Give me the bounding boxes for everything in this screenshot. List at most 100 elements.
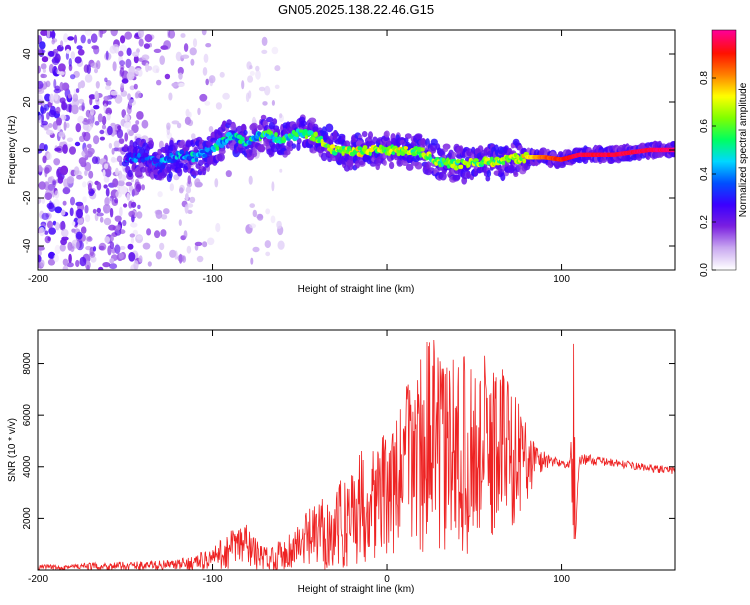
heatmap-cell (416, 146, 423, 153)
heatmap-cell (126, 47, 132, 56)
heatmap-cell (260, 114, 267, 120)
heatmap-cell (130, 222, 138, 228)
heatmap-cell (120, 35, 126, 44)
heatmap-cell (112, 178, 119, 188)
heatmap-cell (218, 148, 226, 155)
heatmap-cell (215, 222, 221, 233)
heatmap-cell (384, 130, 390, 138)
heatmap-cell (183, 230, 188, 239)
heatmap-cell (264, 240, 271, 249)
heatmap-cell (277, 240, 285, 250)
heatmap-cell (332, 130, 338, 140)
heatmap-cell (248, 129, 253, 137)
heatmap-cell (54, 206, 63, 214)
heatmap-cell (134, 68, 143, 75)
heatmap-cell (119, 206, 123, 217)
heatmap-cell (501, 160, 506, 166)
colorbar-step (712, 194, 736, 197)
heatmap-cell (77, 218, 84, 225)
heatmap-cell (188, 111, 192, 118)
heatmap-cell (256, 213, 264, 221)
heatmap-cell (91, 45, 99, 50)
colorbar-step (712, 62, 736, 65)
y-tick-label: 0 (22, 147, 33, 153)
heatmap-cell (68, 104, 72, 113)
heatmap-cell (179, 149, 185, 155)
colorbar-step (712, 80, 736, 83)
heatmap-cell (61, 228, 69, 238)
heatmap-cell (99, 136, 105, 141)
colorbar-step (712, 64, 736, 67)
colorbar-step (712, 74, 736, 77)
colorbar-step (712, 212, 736, 215)
colorbar-step (712, 192, 736, 195)
heatmap-cell (40, 63, 47, 70)
heatmap-cell (161, 214, 168, 220)
heatmap-cell (62, 200, 67, 206)
heatmap-cell (110, 235, 114, 242)
heatmap-cell (69, 146, 76, 155)
heatmap-cell (261, 49, 268, 55)
heatmap-cell (95, 60, 101, 70)
heatmap-cell (38, 80, 44, 89)
heatmap-cell (51, 56, 60, 66)
heatmap-cell (96, 212, 104, 217)
heatmap-cell (178, 82, 185, 87)
heatmap-cell (169, 139, 174, 148)
heatmap-cell (44, 125, 49, 131)
y-tick-label: 40 (22, 48, 33, 60)
heatmap-cell (208, 126, 214, 133)
heatmap-cell (274, 84, 280, 90)
colorbar-step (712, 130, 736, 133)
heatmap-cell (142, 242, 151, 250)
heatmap-cell (204, 100, 211, 106)
spectrogram-y-axis-label: Frequency (Hz) (7, 116, 18, 185)
heatmap-cell (124, 31, 133, 40)
heatmap-cell (61, 82, 70, 91)
heatmap-cell (44, 192, 53, 200)
heatmap-cell (110, 90, 118, 96)
heatmap-cell (175, 51, 182, 62)
heatmap-cell (65, 48, 70, 54)
heatmap-cell (103, 217, 112, 226)
colorbar-step (712, 198, 736, 201)
heatmap-cell (298, 129, 304, 133)
heatmap-cell (313, 131, 318, 137)
heatmap-cell (181, 54, 190, 59)
figure-title: GN05.2025.138.22.46.G15 (278, 2, 434, 17)
heatmap-cell (55, 222, 60, 231)
colorbar-step (712, 258, 736, 261)
heatmap-cell (89, 97, 93, 106)
colorbar-step (712, 42, 736, 45)
heatmap-cell (82, 119, 90, 125)
heatmap-cell (126, 104, 132, 115)
colorbar-step (712, 228, 736, 231)
heatmap-cell (195, 181, 203, 188)
heatmap-cell (368, 131, 373, 140)
heatmap-cell (48, 227, 56, 235)
heatmap-cell (38, 48, 43, 56)
heatmap-cell (125, 58, 132, 69)
heatmap-cell (129, 233, 135, 238)
colorbar-step (712, 60, 736, 63)
colorbar-step (712, 226, 736, 229)
colorbar-step (712, 54, 736, 57)
colorbar-step (712, 268, 736, 271)
heatmap-cell (168, 30, 176, 39)
heatmap-cell (184, 204, 189, 214)
heatmap-cell (119, 67, 125, 77)
heatmap-cell (248, 140, 252, 146)
snr-y-axis: 2000 4000 6000 8000 (22, 352, 675, 530)
heatmap-cell (158, 140, 164, 149)
heatmap-cell (72, 98, 80, 107)
heatmap-cell (62, 186, 71, 195)
heatmap-cell (178, 219, 182, 227)
colorbar-step (712, 260, 736, 263)
heatmap-cell (153, 48, 162, 54)
heatmap-cell (296, 142, 301, 151)
heatmap-cell (41, 212, 49, 220)
heatmap-cell (191, 170, 200, 176)
heatmap-cell (116, 128, 124, 139)
heatmap-cell (160, 163, 166, 169)
heatmap-cell (136, 211, 143, 219)
